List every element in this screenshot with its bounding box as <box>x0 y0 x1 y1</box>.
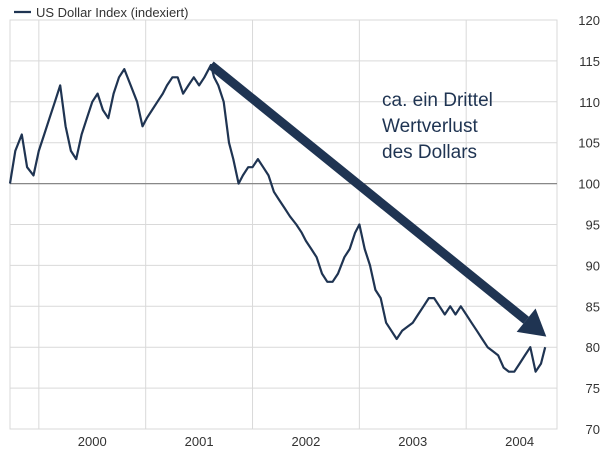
x-axis-ticks: 2000 2001 2002 2003 2004 <box>78 434 534 449</box>
y-tick-label: 75 <box>586 381 600 396</box>
annotation-text: ca. ein Drittel Wertverlust des Dollars <box>382 90 493 163</box>
plot-frame <box>9 19 558 430</box>
legend: US Dollar Index (indexiert) <box>14 5 188 20</box>
x-tick-label: 2003 <box>398 434 427 449</box>
y-tick-label: 105 <box>578 136 600 151</box>
y-tick-label: 120 <box>578 13 600 28</box>
y-tick-label: 80 <box>586 340 600 355</box>
y-tick-label: 90 <box>586 258 600 273</box>
annotation-line-2: Wertverlust <box>382 116 478 137</box>
y-tick-label: 95 <box>586 218 600 233</box>
x-tick-label: 2002 <box>291 434 320 449</box>
x-tick-label: 2004 <box>505 434 534 449</box>
y-tick-label: 115 <box>579 54 600 69</box>
x-tick-label: 2001 <box>185 434 214 449</box>
trend-arrow-head <box>516 308 547 337</box>
annotation-line-3: des Dollars <box>382 142 477 163</box>
legend-label: US Dollar Index (indexiert) <box>36 5 188 20</box>
trend-arrow-shaft <box>208 61 529 324</box>
y-axis-ticks: 70 75 80 85 90 95 100 105 110 115 120 <box>578 13 600 437</box>
x-tick-label: 2000 <box>78 434 107 449</box>
grid <box>9 19 558 430</box>
y-tick-label: 70 <box>586 422 600 437</box>
series-line-us-dollar-index <box>8 63 547 373</box>
trend-arrow <box>208 61 547 337</box>
y-tick-label: 100 <box>578 177 600 192</box>
y-tick-label: 110 <box>579 95 600 110</box>
y-tick-label: 85 <box>586 299 600 314</box>
annotation-line-1: ca. ein Drittel <box>382 90 493 111</box>
